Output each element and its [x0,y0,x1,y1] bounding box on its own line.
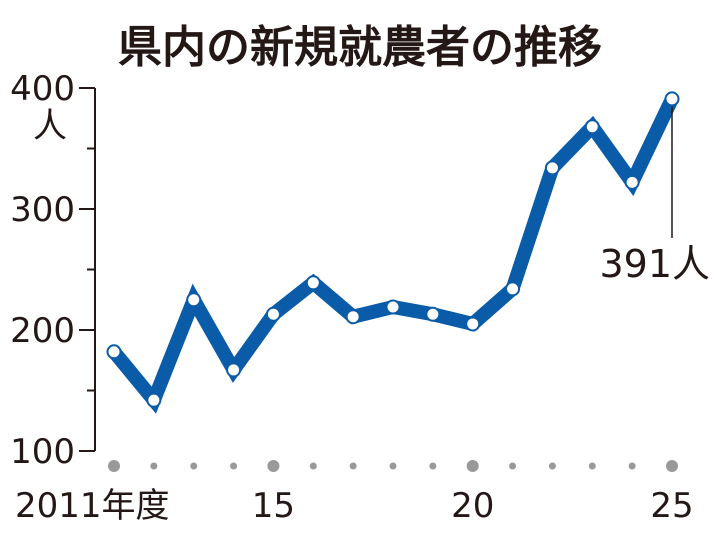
x-axis: 2011年度 15 20 25 [15,460,694,526]
annotation-label: 391人 [599,242,710,286]
x-tick-label: 2011年度 [15,486,170,526]
y-axis: 100 200 300 400 [10,69,96,472]
data-point [465,316,481,332]
x-minor-tick-dot [349,462,357,470]
data-point [425,306,441,322]
data-point [146,392,162,408]
y-axis-unit-label: 人 [33,106,67,146]
x-tick-label: 25 [650,486,693,526]
x-minor-tick-dot [588,462,596,470]
data-point [186,292,202,308]
y-tick-label: 400 [10,69,75,109]
data-point [505,281,521,297]
x-minor-tick-dot [429,462,437,470]
x-major-tick-dot [267,460,280,472]
x-minor-tick-dot [628,462,636,470]
x-minor-tick-dot [548,462,556,470]
data-point [265,306,281,322]
data-point [544,160,560,176]
x-minor-tick-dot [230,462,238,470]
x-minor-tick-dot [509,462,517,470]
x-minor-tick-dot [190,462,198,470]
data-point [624,174,640,190]
data-point [226,362,242,378]
data-point [106,344,122,360]
y-tick-label: 300 [10,190,75,230]
data-point [345,309,361,325]
x-minor-tick-dot [389,462,397,470]
x-major-tick-dot [666,460,678,472]
x-minor-tick-dot [150,462,158,470]
value-annotation: 391人 [599,106,710,286]
series-line [108,95,679,414]
data-point [305,275,321,291]
x-tick-label: 20 [451,486,494,526]
chart-title: 県内の新規就農者の推移 [118,22,602,73]
x-major-tick-dot [466,460,479,472]
x-minor-tick-dot [309,462,317,470]
x-tick-label: 15 [252,486,295,526]
data-point [385,299,401,315]
series-line-group [106,91,680,414]
data-point [664,91,680,107]
data-point [584,119,600,135]
y-tick-label: 200 [10,311,75,351]
y-tick-label: 100 [10,432,75,472]
x-major-tick-dot [108,460,120,472]
